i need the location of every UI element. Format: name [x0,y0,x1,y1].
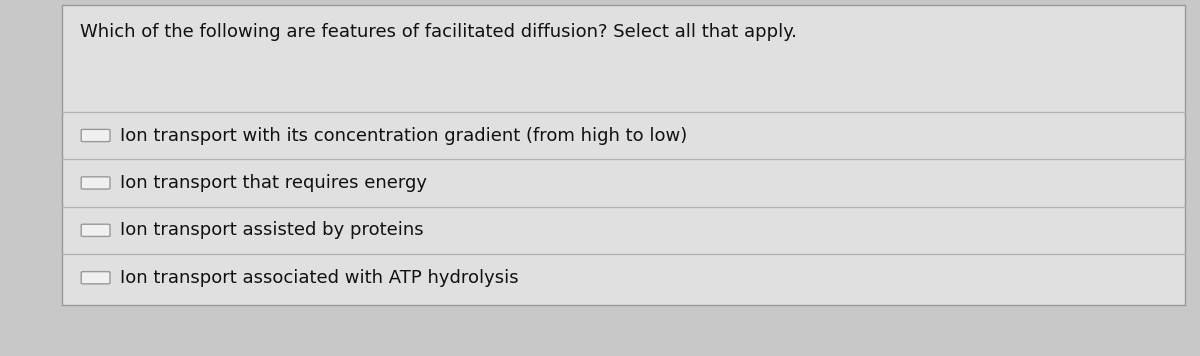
FancyBboxPatch shape [82,224,110,236]
FancyBboxPatch shape [62,5,1186,305]
FancyBboxPatch shape [82,129,110,142]
Text: Ion transport associated with ATP hydrolysis: Ion transport associated with ATP hydrol… [120,269,518,287]
FancyBboxPatch shape [82,272,110,284]
Text: Ion transport that requires energy: Ion transport that requires energy [120,174,427,192]
Text: Which of the following are features of facilitated diffusion? Select all that ap: Which of the following are features of f… [80,23,797,41]
FancyBboxPatch shape [82,177,110,189]
Text: Ion transport with its concentration gradient (from high to low): Ion transport with its concentration gra… [120,126,686,145]
Text: Ion transport assisted by proteins: Ion transport assisted by proteins [120,221,424,239]
